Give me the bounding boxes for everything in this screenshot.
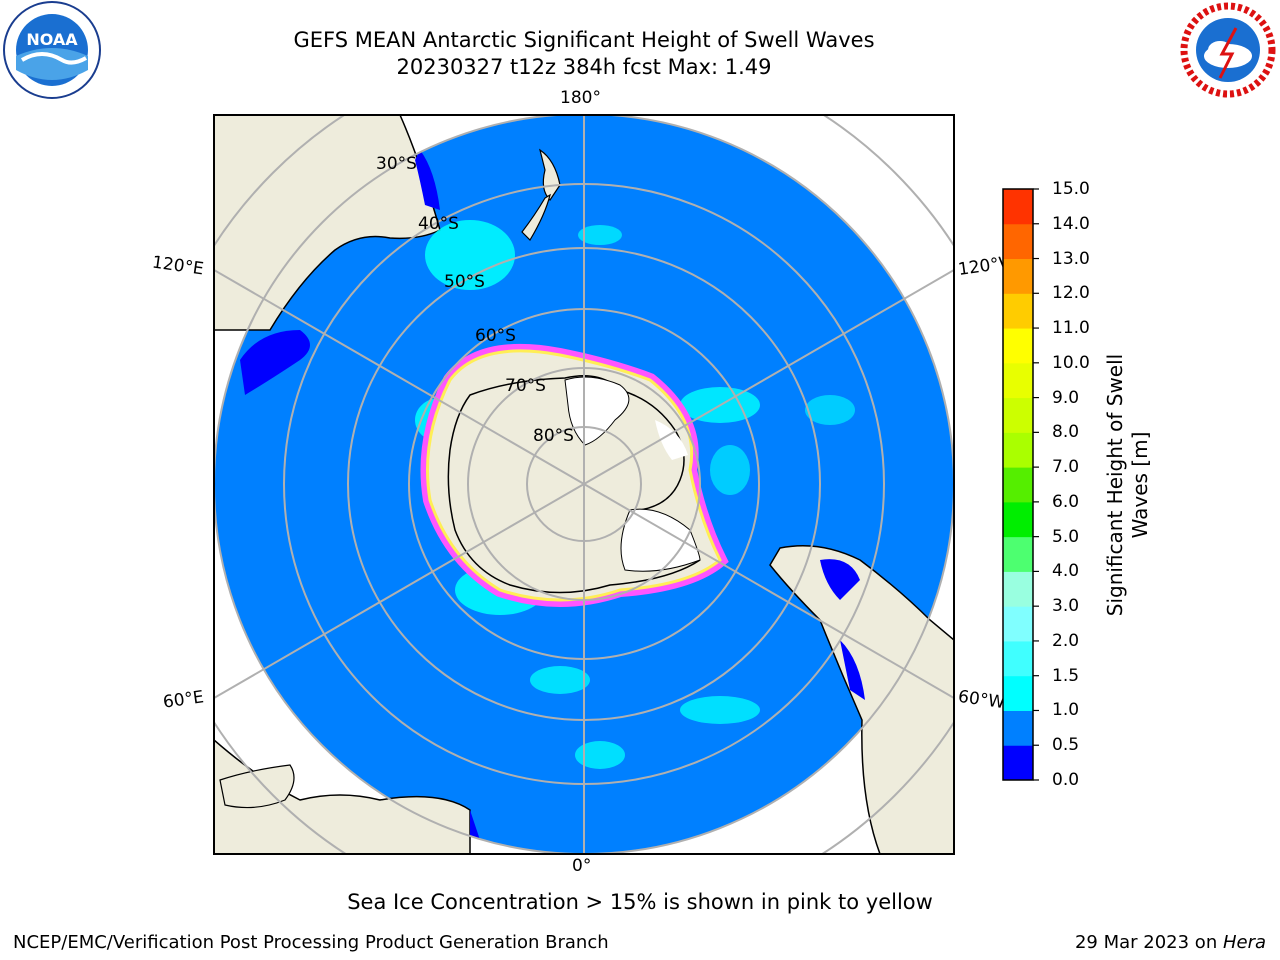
colorbar-tick-label: 3.0 <box>1052 596 1080 617</box>
colorbar-segment <box>1003 432 1033 468</box>
colorbar-tick-label: 9.0 <box>1052 387 1080 408</box>
colorbar-tick-label: 0.0 <box>1052 770 1080 790</box>
colorbar-tick-label: 11.0 <box>1052 318 1090 339</box>
lat-label-70: 70°S <box>505 376 546 396</box>
lat-label-60: 60°S <box>475 326 516 346</box>
lon-label-180: 180° <box>560 88 601 108</box>
colorbar-tick-label: 1.0 <box>1052 700 1080 721</box>
chart-title: GEFS MEAN Antarctic Significant Height o… <box>293 28 875 52</box>
coastal-low-swell <box>240 330 310 395</box>
colorbar-tick-label: 5.0 <box>1052 526 1080 547</box>
footer-date: 29 Mar 2023 on Hera <box>1075 932 1266 953</box>
colorbar-tick-label: 14.0 <box>1052 213 1090 234</box>
map-frame <box>213 114 955 855</box>
colorbar-tick-label: 4.0 <box>1052 561 1080 582</box>
svg-text:NOAA: NOAA <box>26 30 78 49</box>
colorbar-segment <box>1003 189 1033 225</box>
colorbar-tick-label: 13.0 <box>1052 248 1090 269</box>
colorbar-tick-label: 6.0 <box>1052 491 1080 512</box>
lat-label-80: 80°S <box>533 426 574 446</box>
graticule <box>214 115 954 854</box>
colorbar-segment <box>1003 710 1033 746</box>
lat-label-30: 30°S <box>376 154 417 174</box>
lat-label-50: 50°S <box>444 272 485 292</box>
colorbar-tick-label: 10.0 <box>1052 352 1090 373</box>
colorbar-tick-label: 0.5 <box>1052 735 1080 756</box>
colorbar-tick-label: 2.0 <box>1052 630 1080 651</box>
colorbar-segment <box>1003 467 1033 503</box>
colorbar-segment <box>1003 258 1033 294</box>
national-weather-service-logo <box>1178 0 1278 104</box>
sea-ice-note: Sea Ice Concentration > 15% is shown in … <box>347 890 933 914</box>
colorbar-tick-label: 7.0 <box>1052 457 1080 478</box>
colorbar-segment <box>1003 293 1033 329</box>
colorbar-tick-label: 1.5 <box>1052 665 1080 686</box>
colorbar-segment <box>1003 328 1033 364</box>
colorbar-segment <box>1003 397 1033 433</box>
footer-host: Hera <box>1222 932 1266 953</box>
colorbar-segment <box>1003 571 1033 607</box>
colorbar-tick-label: 15.0 <box>1052 179 1090 199</box>
footer-credit: NCEP/EMC/Verification Post Processing Pr… <box>13 932 609 953</box>
colorbar-tick-label: 8.0 <box>1052 422 1080 443</box>
noaa-logo: NOAA <box>2 0 102 104</box>
swell-patch <box>425 220 515 290</box>
colorbar-segment <box>1003 675 1033 711</box>
colorbar-frame <box>1002 188 1034 781</box>
colorbar-segment <box>1003 640 1033 677</box>
colorbar-segment <box>1003 362 1033 399</box>
colorbar-segment <box>1003 745 1033 781</box>
lat-label-40: 40°S <box>418 214 459 234</box>
colorbar-segment <box>1003 606 1033 642</box>
lon-label-0: 0° <box>572 856 592 876</box>
colorbar-label: Significant Height of Swell Waves [m] <box>1103 353 1152 617</box>
footer-date-text: 29 Mar 2023 on <box>1074 932 1223 953</box>
colorbar-segment <box>1003 536 1033 572</box>
colorbar-segment <box>1003 501 1033 538</box>
colorbar-tick-label: 12.0 <box>1052 283 1090 304</box>
colorbar-segment <box>1003 223 1033 260</box>
chart-subtitle: 20230327 t12z 384h fcst Max: 1.49 <box>396 55 772 79</box>
